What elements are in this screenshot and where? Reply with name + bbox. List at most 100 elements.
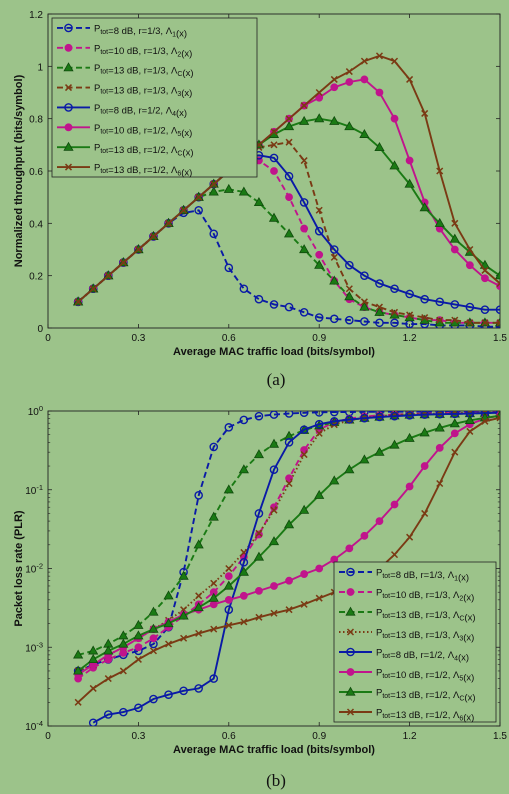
legend-label: Ptot=10 dB, r=1/3, Λ2(x) [94, 43, 192, 59]
data-point [73, 665, 84, 675]
data-point [300, 600, 308, 608]
data-point [466, 427, 474, 435]
data-point [390, 500, 399, 509]
data-point [224, 595, 233, 604]
data-point [436, 167, 444, 175]
data-point [315, 429, 323, 437]
data-point [315, 93, 324, 102]
data-point [419, 202, 430, 212]
data-point [209, 674, 219, 683]
x-axis-label: Average MAC traffic load (bits/symbol) [173, 346, 375, 358]
data-point [419, 427, 430, 437]
data-point [300, 451, 308, 459]
data-point [225, 564, 233, 573]
data-point [299, 115, 310, 125]
data-point [345, 68, 353, 76]
data-point [285, 479, 293, 488]
data-point [299, 504, 310, 514]
legend-label: Ptot=13 dB, r=1/2, ΛC(x) [94, 143, 193, 159]
y-tick-label: 0.8 [29, 115, 43, 126]
data-point [464, 414, 475, 424]
y-tick-label: 10-2 [25, 562, 43, 576]
data-point [405, 482, 414, 491]
data-point [270, 506, 278, 514]
y-tick-label: 10-4 [25, 719, 43, 733]
data-point [450, 300, 460, 309]
data-point [406, 533, 414, 541]
y-tick-label: 10-3 [25, 640, 43, 654]
panel-caption: (a) [267, 370, 286, 389]
data-point [315, 564, 324, 573]
data-point [329, 314, 339, 324]
y-tick-label: 0.6 [29, 167, 43, 178]
x-tick-label: 0 [45, 333, 51, 344]
data-point [421, 314, 429, 322]
data-point [224, 263, 234, 273]
data-point [465, 261, 474, 270]
data-point [223, 484, 234, 494]
data-point [74, 298, 82, 306]
data-point [435, 297, 445, 307]
data-point [314, 411, 324, 417]
data-point [225, 621, 233, 629]
y-axis-label: Packet loss rate (PLR) [13, 510, 25, 626]
data-point [481, 266, 489, 274]
legend-label: Ptot=8 dB, r=1/2, Λ4(x) [94, 103, 187, 119]
data-point [300, 570, 309, 578]
legend-label: Ptot=8 dB, r=1/3, Λ1(x) [376, 568, 469, 584]
data-point [449, 418, 460, 428]
data-point [149, 694, 158, 704]
data-point [359, 128, 370, 138]
data-point [330, 75, 338, 83]
data-point [133, 630, 144, 640]
data-point [64, 23, 73, 33]
data-point [449, 233, 460, 243]
data-point [359, 454, 370, 464]
data-point [299, 425, 309, 434]
data-point [480, 305, 490, 314]
data-point [345, 285, 353, 293]
data-point [195, 629, 203, 637]
data-point [284, 438, 294, 447]
data-point [210, 180, 218, 188]
legend: Ptot=8 dB, r=1/3, Λ1(x) Ptot=10 dB, r=1/3… [51, 17, 258, 179]
data-point [481, 274, 489, 283]
data-point [224, 423, 234, 432]
data-point [103, 645, 114, 655]
data-point [223, 580, 234, 590]
data-point [299, 307, 309, 317]
data-point [165, 219, 173, 227]
data-point [299, 244, 310, 254]
data-point [375, 52, 383, 60]
y-tick-label: 0 [37, 324, 43, 335]
data-point [254, 509, 264, 518]
data-point [163, 590, 174, 600]
chart-panel-a: 0 0.3 0.6 0.9 1.2 1.5 0 0.2 0.4 0.6 0.8 1 1.2 Average… [13, 10, 507, 389]
data-point [238, 566, 249, 576]
data-point [285, 193, 293, 202]
data-point [496, 319, 500, 327]
data-point [450, 411, 460, 419]
data-point [450, 245, 459, 254]
data-point [253, 196, 265, 207]
data-point [435, 443, 444, 452]
y-tick-label: 1 [37, 62, 43, 73]
data-point [179, 686, 188, 696]
data-point [299, 411, 309, 418]
data-point [178, 610, 189, 620]
data-point [238, 186, 249, 196]
data-point [314, 259, 325, 269]
data-point [163, 618, 174, 628]
data-point [283, 228, 295, 238]
y-tick-label: 100 [28, 404, 43, 418]
data-point [239, 415, 249, 425]
data-point [390, 411, 399, 421]
data-point [390, 284, 399, 294]
data-point [74, 698, 82, 706]
x-tick-label: 0.9 [312, 731, 326, 742]
data-point [148, 623, 159, 633]
data-point [406, 311, 414, 319]
data-point [134, 643, 143, 652]
legend-label: Ptot=8 dB, r=1/2, Λ4(x) [376, 648, 469, 664]
series-group [73, 411, 500, 726]
